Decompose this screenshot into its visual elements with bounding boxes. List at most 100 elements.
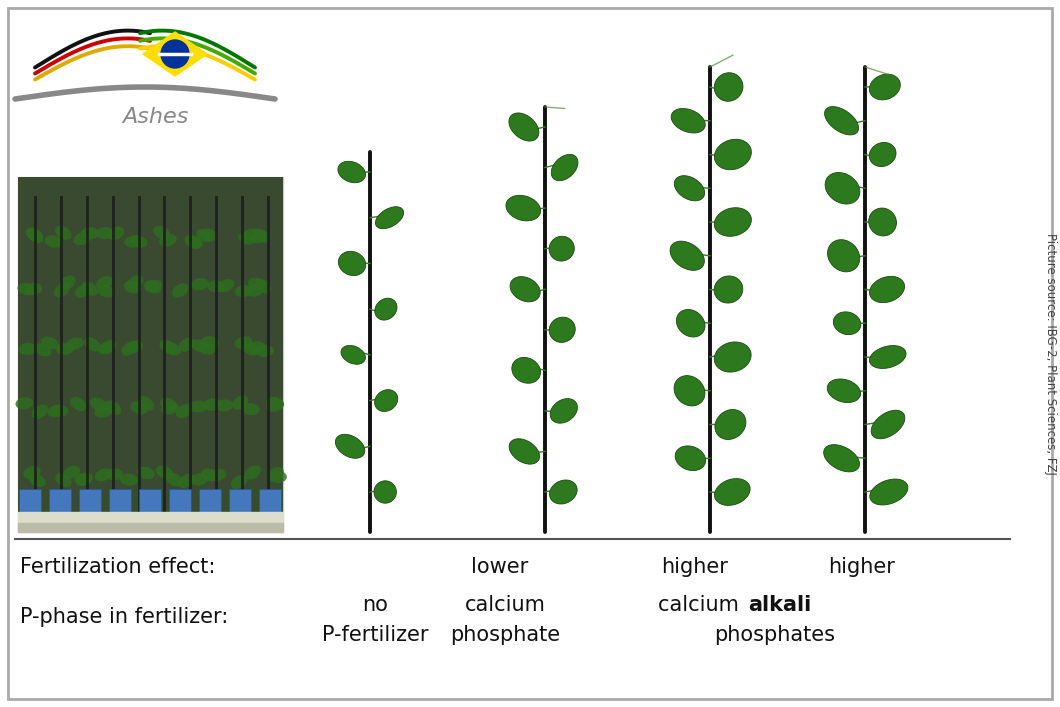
Ellipse shape (204, 398, 220, 411)
Ellipse shape (24, 283, 42, 296)
Ellipse shape (374, 481, 396, 503)
Ellipse shape (714, 479, 750, 506)
Ellipse shape (242, 342, 259, 356)
Ellipse shape (266, 397, 284, 409)
Ellipse shape (172, 284, 189, 298)
Ellipse shape (869, 142, 896, 167)
Ellipse shape (714, 276, 743, 303)
Ellipse shape (257, 345, 273, 357)
Ellipse shape (248, 278, 266, 290)
Text: phosphate: phosphate (449, 625, 560, 645)
Ellipse shape (714, 73, 743, 101)
Ellipse shape (75, 472, 92, 486)
Ellipse shape (176, 404, 193, 418)
Ellipse shape (871, 410, 905, 439)
Ellipse shape (121, 341, 138, 356)
Ellipse shape (869, 346, 906, 368)
Ellipse shape (48, 405, 65, 417)
Ellipse shape (70, 397, 86, 411)
Polygon shape (143, 32, 207, 76)
Ellipse shape (73, 233, 91, 245)
Ellipse shape (870, 479, 908, 505)
Ellipse shape (196, 229, 213, 243)
Bar (169, 489, 191, 524)
Ellipse shape (124, 235, 142, 247)
Ellipse shape (191, 339, 209, 352)
Ellipse shape (138, 396, 154, 411)
Ellipse shape (674, 375, 705, 406)
Ellipse shape (96, 276, 113, 289)
Ellipse shape (156, 466, 173, 479)
Ellipse shape (253, 229, 269, 243)
Ellipse shape (232, 395, 248, 409)
Ellipse shape (25, 228, 42, 241)
Ellipse shape (64, 466, 81, 479)
Bar (259, 489, 281, 524)
Ellipse shape (825, 173, 860, 204)
Ellipse shape (125, 341, 143, 353)
Ellipse shape (375, 298, 398, 320)
Text: higher: higher (661, 557, 728, 577)
Ellipse shape (164, 342, 181, 356)
Text: no: no (363, 595, 388, 615)
Text: P-fertilizer: P-fertilizer (322, 625, 428, 645)
Text: higher: higher (829, 557, 896, 577)
Ellipse shape (201, 337, 219, 349)
Ellipse shape (338, 251, 366, 276)
Ellipse shape (375, 206, 404, 229)
Text: calcium: calcium (657, 595, 745, 615)
Ellipse shape (35, 343, 52, 356)
Ellipse shape (28, 229, 43, 243)
Ellipse shape (509, 113, 538, 141)
Ellipse shape (200, 228, 217, 241)
Ellipse shape (242, 403, 260, 415)
Ellipse shape (82, 281, 98, 296)
Bar (80, 489, 101, 524)
Ellipse shape (74, 473, 92, 485)
Text: phosphates: phosphates (714, 625, 835, 645)
Ellipse shape (159, 234, 177, 247)
Ellipse shape (510, 276, 541, 302)
Ellipse shape (869, 74, 900, 100)
Ellipse shape (186, 235, 202, 249)
Ellipse shape (374, 390, 398, 411)
Text: P-phase in fertilizer:: P-phase in fertilizer: (20, 607, 228, 627)
Text: alkali: alkali (748, 595, 811, 615)
Ellipse shape (105, 400, 121, 415)
Ellipse shape (178, 474, 195, 488)
Text: Ashes: Ashes (122, 107, 189, 127)
Ellipse shape (45, 235, 63, 247)
Ellipse shape (144, 280, 162, 292)
Ellipse shape (869, 276, 904, 303)
Ellipse shape (105, 468, 123, 480)
Ellipse shape (54, 283, 70, 298)
Ellipse shape (159, 339, 176, 354)
Ellipse shape (137, 467, 155, 479)
Ellipse shape (827, 379, 861, 402)
Ellipse shape (75, 284, 92, 298)
Ellipse shape (130, 402, 147, 414)
Ellipse shape (160, 398, 177, 411)
Bar (139, 489, 161, 524)
Ellipse shape (674, 175, 705, 201)
Ellipse shape (714, 342, 752, 372)
Ellipse shape (29, 474, 46, 487)
Bar (199, 489, 220, 524)
Ellipse shape (161, 402, 179, 414)
Ellipse shape (209, 469, 226, 481)
Bar (229, 489, 251, 524)
Ellipse shape (335, 434, 365, 458)
Ellipse shape (676, 310, 705, 337)
Ellipse shape (59, 276, 75, 290)
Ellipse shape (90, 397, 107, 411)
Ellipse shape (549, 317, 576, 342)
Ellipse shape (96, 227, 114, 239)
Ellipse shape (238, 232, 255, 245)
Ellipse shape (198, 342, 215, 355)
Ellipse shape (98, 341, 116, 354)
Ellipse shape (341, 346, 366, 364)
Ellipse shape (81, 227, 99, 239)
Ellipse shape (338, 161, 366, 182)
Text: Fertilization effect:: Fertilization effect: (20, 557, 215, 577)
Ellipse shape (670, 241, 704, 270)
